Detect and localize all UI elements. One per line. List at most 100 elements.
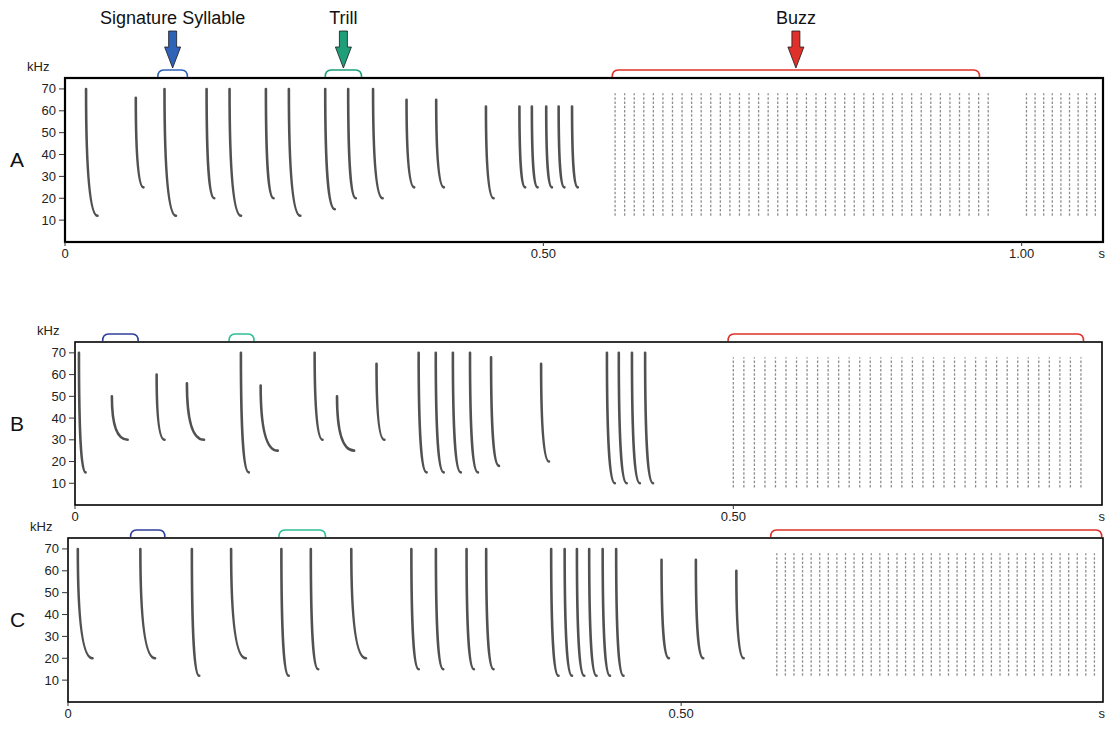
- buzz-pulse: [849, 357, 850, 487]
- buzz-pulse: [748, 93, 749, 215]
- marks: [86, 89, 1095, 216]
- buzz-pulse: [959, 93, 960, 215]
- buzz-pulse: [1077, 553, 1078, 675]
- y-tick: [62, 548, 67, 549]
- syllable: [311, 549, 318, 669]
- syllable: [112, 396, 128, 439]
- y-tick: [69, 352, 74, 353]
- y-tick-label: 50: [52, 389, 66, 404]
- syllable: [315, 353, 323, 440]
- buzz-pulse: [859, 357, 860, 487]
- bracket: [131, 530, 165, 537]
- buzz-pulse: [720, 93, 721, 215]
- syllable: [632, 353, 640, 483]
- buzz-pulse: [1038, 357, 1039, 487]
- y-tick: [62, 658, 67, 659]
- y-tick-label: 30: [42, 169, 56, 184]
- syllable: [157, 375, 165, 440]
- buzz-pulse: [940, 93, 941, 215]
- syllable: [616, 549, 623, 676]
- buzz-pulse: [802, 553, 803, 675]
- y-tick: [69, 374, 74, 375]
- buzz-pulse: [701, 93, 702, 215]
- buzz-pulse: [978, 93, 979, 215]
- syllable: [407, 100, 415, 187]
- syllable: [436, 549, 443, 669]
- figure: 1020304050607000.501.00kHzsASignature Sy…: [0, 0, 1109, 740]
- syllable: [231, 549, 246, 658]
- y-tick-label: 40: [42, 147, 56, 162]
- x-tick-label: 0: [71, 509, 78, 524]
- buzz-pulse: [806, 93, 807, 215]
- buzz-pulse: [1034, 553, 1035, 675]
- buzz-pulse: [787, 93, 788, 215]
- y-tick: [69, 483, 74, 484]
- buzz-pulse: [939, 553, 940, 675]
- buzz-pulse: [758, 93, 759, 215]
- buzz-pulse: [1025, 553, 1026, 675]
- buzz-pulse: [991, 553, 992, 675]
- bracket: [229, 334, 254, 341]
- buzz-pulse: [1017, 553, 1018, 675]
- buzz-pulse: [975, 357, 976, 487]
- buzz-pulse: [1077, 93, 1078, 215]
- buzz-pulse: [827, 357, 828, 487]
- syllable: [164, 89, 175, 216]
- y-tick: [62, 570, 67, 571]
- y-tick: [59, 110, 64, 111]
- x-tick-label: 0.50: [721, 509, 746, 524]
- buzz-pulse: [624, 93, 625, 215]
- syllable: [373, 89, 383, 198]
- buzz-pulse: [1069, 93, 1070, 215]
- buzz-pulse: [653, 93, 654, 215]
- bracket: [158, 70, 188, 77]
- buzz-pulse: [1094, 553, 1095, 675]
- buzz-pulse: [922, 553, 923, 675]
- buzz-pulse: [1007, 357, 1008, 487]
- y-tick-label: 20: [42, 191, 56, 206]
- buzz-pulse: [614, 93, 615, 215]
- y-tick-label: 40: [45, 607, 59, 622]
- syllable: [519, 106, 525, 187]
- buzz-pulse: [754, 357, 755, 487]
- y-tick-label: 50: [45, 585, 59, 600]
- syllable: [486, 549, 493, 669]
- syllable: [419, 353, 427, 473]
- buzz-pulse: [662, 93, 663, 215]
- syllable: [86, 89, 97, 216]
- buzz-pulse: [815, 93, 816, 215]
- buzz-pulse: [988, 93, 989, 215]
- buzz-pulse: [1086, 93, 1087, 215]
- buzz-pulse: [1052, 93, 1053, 215]
- syllable: [266, 89, 274, 198]
- y-tick: [62, 614, 67, 615]
- buzz-pulse: [1059, 553, 1060, 675]
- buzz-pulse: [931, 553, 932, 675]
- y-tick-label: 10: [45, 673, 59, 688]
- syllable: [281, 549, 288, 676]
- syllable: [572, 106, 578, 187]
- y-tick-label: 70: [45, 541, 59, 556]
- buzz-pulse: [743, 357, 744, 487]
- buzz-pulse: [838, 357, 839, 487]
- annotation-label: Signature Syllable: [100, 8, 245, 28]
- syllable: [467, 549, 474, 669]
- buzz-pulse: [879, 553, 880, 675]
- buzz-pulse: [806, 357, 807, 487]
- buzz-pulse: [882, 93, 883, 215]
- panel-letter: B: [10, 412, 24, 435]
- y-tick-label: 60: [45, 563, 59, 578]
- syllable: [348, 89, 356, 198]
- buzz-pulse: [871, 553, 872, 675]
- syllable: [230, 89, 241, 216]
- buzz-pulse: [933, 357, 934, 487]
- bracket: [771, 530, 1102, 537]
- buzz-pulse: [996, 357, 997, 487]
- y-tick-label: 70: [52, 345, 66, 360]
- annotation-label: Buzz: [776, 8, 816, 28]
- arrow: [165, 31, 181, 68]
- buzz-pulse: [785, 357, 786, 487]
- y-tick-label: 20: [45, 651, 59, 666]
- y-tick: [59, 198, 64, 199]
- syllable: [541, 364, 549, 462]
